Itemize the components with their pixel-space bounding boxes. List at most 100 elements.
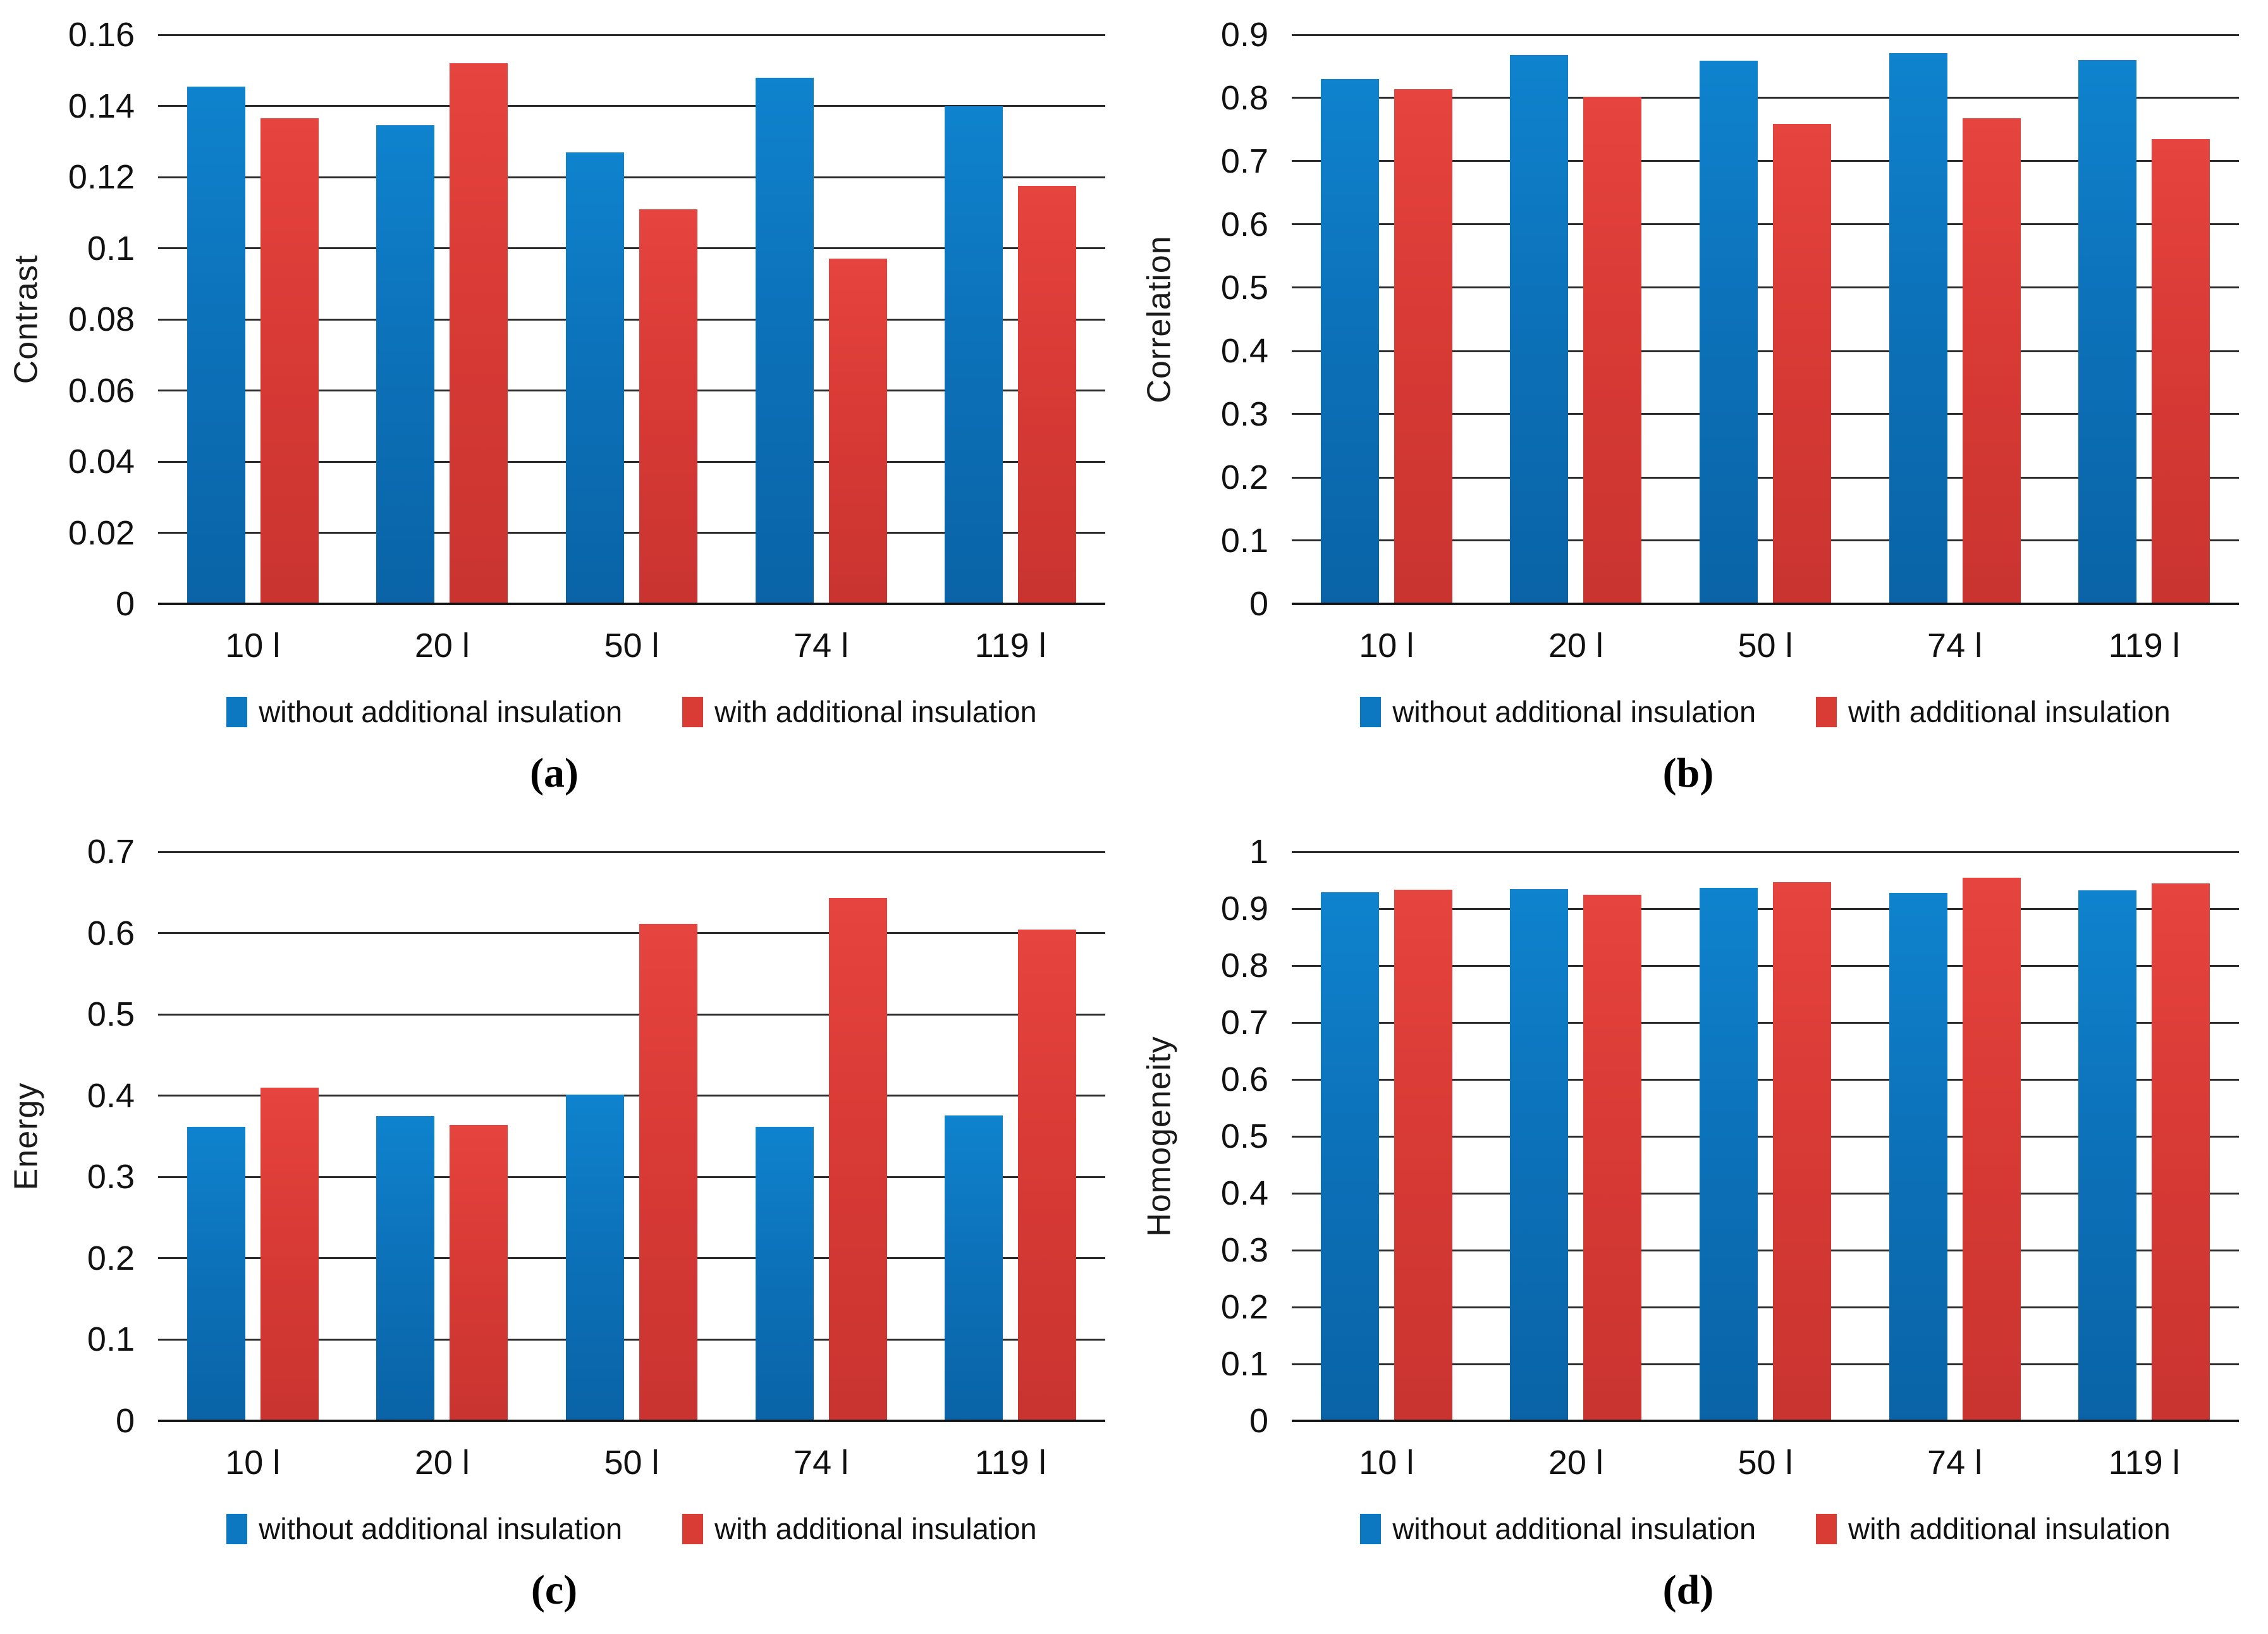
gridline xyxy=(158,34,1105,36)
x-tick-label: 20 l xyxy=(1548,627,1603,665)
gridline xyxy=(1292,413,2239,415)
plot-area xyxy=(158,34,1105,605)
gridline xyxy=(1292,1135,2239,1138)
gridline xyxy=(158,176,1105,178)
x-tick-label: 10 l xyxy=(1359,1444,1414,1482)
x-tick-label: 10 l xyxy=(1359,627,1414,665)
y-tick-label: 0.1 xyxy=(87,229,135,267)
x-tick-label: 119 l xyxy=(974,1444,1046,1482)
bar-with-insulation-20l xyxy=(1583,97,1642,604)
x-tick-label: 10 l xyxy=(225,627,281,665)
bar-group-20l xyxy=(1481,35,1671,604)
x-axis-line xyxy=(158,1420,1105,1422)
gridline xyxy=(158,532,1105,534)
bar-without-insulation-20l xyxy=(376,1115,435,1421)
legend-label: with additional insulation xyxy=(1848,1512,2171,1545)
y-axis-title-text: Homogeneity xyxy=(1141,1036,1179,1237)
y-axis-ticks: 0.16 0.14 0.12 0.1 0.08 0.06 0.04 0.02 0 xyxy=(44,18,149,621)
x-tick-label: 10 l xyxy=(225,1444,281,1482)
legend-label: with additional insulation xyxy=(1848,695,2171,728)
x-tick-label: 20 l xyxy=(414,627,470,665)
chart-panel-energy: Energy 0.7 0.6 0.5 0.4 0.3 0.2 0.1 0 10 l 20 l 50… xyxy=(0,817,1134,1634)
bar-without-insulation-50l xyxy=(565,1095,624,1421)
x-tick-label: 74 l xyxy=(1927,627,1983,665)
bar-group-20l xyxy=(348,35,537,604)
y-tick-label: 0.14 xyxy=(68,87,135,125)
bar-without-insulation-50l xyxy=(1699,887,1758,1421)
bar-group-50l xyxy=(1670,852,1860,1421)
bar-without-insulation-74l xyxy=(1889,892,1947,1421)
gridline xyxy=(158,851,1105,853)
gridline xyxy=(158,1257,1105,1260)
legend-label: with additional insulation xyxy=(714,695,1037,728)
bar-without-insulation-10l xyxy=(187,86,245,604)
y-tick-label: 0.4 xyxy=(87,1076,135,1115)
gridline xyxy=(158,460,1105,463)
x-tick-label: 50 l xyxy=(1738,1444,1793,1482)
gridline xyxy=(158,247,1105,249)
y-tick-label: 0.7 xyxy=(1220,1004,1268,1041)
x-tick-label: 119 l xyxy=(974,627,1046,665)
bar-with-insulation-50l xyxy=(639,924,697,1421)
gridline xyxy=(1292,1363,2239,1365)
x-axis-labels: 10 l 20 l 50 l 74 l 119 l xyxy=(1292,626,2239,665)
x-axis-line xyxy=(1292,1420,2239,1422)
gridline xyxy=(1292,223,2239,226)
legend-label: without additional insulation xyxy=(1392,695,1756,728)
bar-with-insulation-10l xyxy=(260,118,319,604)
x-tick-label: 74 l xyxy=(794,627,849,665)
bar-groups xyxy=(158,852,1105,1421)
chart-panel-correlation: Correlation 0.9 0.8 0.7 0.6 0.5 0.4 0.3 0.2 0.1 0… xyxy=(1134,0,2268,817)
bar-with-insulation-74l xyxy=(828,259,887,604)
gridline xyxy=(1292,907,2239,910)
legend-item-with-insulation: with additional insulation xyxy=(682,694,1037,729)
y-tick-label: 0 xyxy=(1249,1402,1268,1440)
bar-group-119l xyxy=(916,852,1105,1421)
y-tick-label: 0.02 xyxy=(68,513,135,552)
x-tick-label: 119 l xyxy=(2108,627,2180,665)
y-tick-label: 0 xyxy=(1249,585,1268,623)
y-tick-label: 0.3 xyxy=(1220,395,1268,433)
panel-caption: (a) xyxy=(530,750,579,796)
gridline xyxy=(1292,851,2239,853)
bar-group-20l xyxy=(1481,852,1671,1421)
bar-with-insulation-119l xyxy=(1018,930,1077,1421)
gridline xyxy=(158,1095,1105,1097)
legend-item-without-insulation: without additional insulation xyxy=(226,1511,622,1546)
y-tick-label: 0.04 xyxy=(68,443,135,481)
legend-swatch-blue xyxy=(1360,696,1382,727)
legend-swatch-red xyxy=(682,696,704,727)
bar-group-50l xyxy=(537,35,726,604)
x-tick-label: 50 l xyxy=(604,627,659,665)
legend-item-with-insulation: with additional insulation xyxy=(1816,1511,2171,1546)
gridline xyxy=(1292,539,2239,542)
bar-group-10l xyxy=(1292,35,1481,604)
bar-with-insulation-119l xyxy=(2152,139,2210,604)
y-axis-ticks: 0.9 0.8 0.7 0.6 0.5 0.4 0.3 0.2 0.1 0 xyxy=(1178,18,1282,621)
bar-with-insulation-119l xyxy=(1018,186,1077,604)
bar-without-insulation-74l xyxy=(755,1126,814,1421)
bar-with-insulation-10l xyxy=(1394,890,1452,1421)
y-tick-label: 0.3 xyxy=(87,1158,135,1196)
y-tick-label: 0.8 xyxy=(1220,78,1268,117)
bar-with-insulation-10l xyxy=(260,1087,319,1421)
bar-group-10l xyxy=(158,852,348,1421)
y-tick-label: 0.1 xyxy=(87,1320,135,1359)
y-axis-title: Contrast xyxy=(4,35,48,604)
gridline xyxy=(158,1176,1105,1178)
legend-swatch-blue xyxy=(1360,1513,1382,1544)
bar-groups xyxy=(158,35,1105,604)
y-tick-label: 0.8 xyxy=(1220,947,1268,985)
gridline xyxy=(1292,34,2239,36)
panel-caption: (d) xyxy=(1662,1567,1714,1613)
legend-swatch-red xyxy=(682,1513,704,1544)
y-tick-label: 0.4 xyxy=(1220,332,1268,370)
gridline xyxy=(1292,350,2239,352)
y-axis-title: Homogeneity xyxy=(1137,852,1182,1421)
y-axis-ticks: 1 0.9 0.8 0.7 0.6 0.5 0.4 0.3 0.2 0.1 0 xyxy=(1178,835,1282,1438)
gridline xyxy=(158,318,1105,321)
bar-without-insulation-10l xyxy=(1320,892,1379,1421)
bar-without-insulation-74l xyxy=(755,77,814,604)
legend: without additional insulation with additi… xyxy=(1292,1511,2239,1546)
bar-without-insulation-119l xyxy=(945,1115,1003,1421)
